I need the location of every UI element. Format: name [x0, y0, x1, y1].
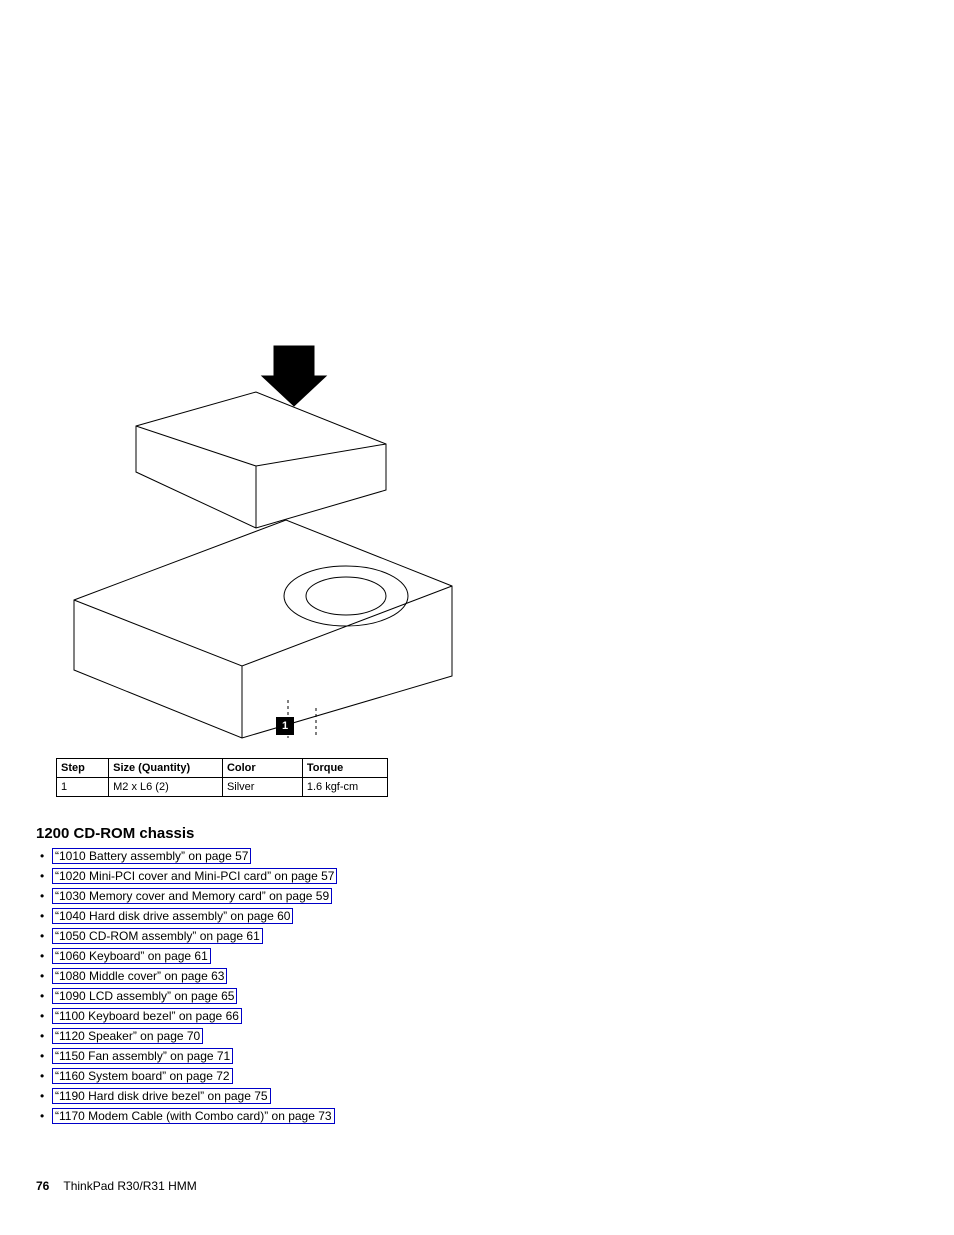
list-item: “1100 Keyboard bezel” on page 66: [36, 1006, 894, 1026]
list-item: “1050 CD-ROM assembly” on page 61: [36, 926, 894, 946]
list-item: “1170 Modem Cable (with Combo card)” on …: [36, 1106, 894, 1126]
section-heading: 1200 CD-ROM chassis: [36, 825, 894, 842]
assembly-diagram: 1: [56, 340, 456, 740]
list-item: “1150 Fan assembly” on page 71: [36, 1046, 894, 1066]
reference-list: “1010 Battery assembly” on page 57 “1020…: [36, 846, 894, 1126]
td-step: 1: [57, 778, 109, 797]
th-torque: Torque: [302, 759, 387, 778]
diagram-container: 1 Step Size (Quantity) Color Torque 1 M2…: [56, 340, 456, 797]
list-item: “1090 LCD assembly” on page 65: [36, 986, 894, 1006]
xref-link[interactable]: “1080 Middle cover” on page 63: [52, 968, 227, 984]
list-item: “1080 Middle cover” on page 63: [36, 966, 894, 986]
list-item: “1160 System board” on page 72: [36, 1066, 894, 1086]
xref-link[interactable]: “1010 Battery assembly” on page 57: [52, 848, 251, 864]
page-number: 76: [36, 1179, 49, 1193]
xref-link[interactable]: “1090 LCD assembly” on page 65: [52, 988, 237, 1004]
xref-link[interactable]: “1030 Memory cover and Memory card” on p…: [52, 888, 332, 904]
xref-link[interactable]: “1120 Speaker” on page 70: [52, 1028, 203, 1044]
list-item: “1030 Memory cover and Memory card” on p…: [36, 886, 894, 906]
xref-link[interactable]: “1020 Mini-PCI cover and Mini-PCI card” …: [52, 868, 337, 884]
page-footer: 76 ThinkPad R30/R31 HMM: [36, 1179, 197, 1193]
td-torque: 1.6 kgf-cm: [302, 778, 387, 797]
td-color: Silver: [222, 778, 302, 797]
table-row: 1 M2 x L6 (2) Silver 1.6 kgf-cm: [57, 778, 388, 797]
list-item: “1120 Speaker” on page 70: [36, 1026, 894, 1046]
xref-link[interactable]: “1040 Hard disk drive assembly” on page …: [52, 908, 293, 924]
xref-link[interactable]: “1100 Keyboard bezel” on page 66: [52, 1008, 242, 1024]
callout-1: 1: [276, 717, 294, 735]
list-item: “1060 Keyboard” on page 61: [36, 946, 894, 966]
xref-link[interactable]: “1170 Modem Cable (with Combo card)” on …: [52, 1108, 335, 1124]
page: 1 Step Size (Quantity) Color Torque 1 M2…: [0, 0, 954, 1235]
xref-link[interactable]: “1160 System board” on page 72: [52, 1068, 233, 1084]
xref-link[interactable]: “1060 Keyboard” on page 61: [52, 948, 211, 964]
assembly-diagram-svg: [56, 340, 456, 740]
th-color: Color: [222, 759, 302, 778]
xref-link[interactable]: “1150 Fan assembly” on page 71: [52, 1048, 233, 1064]
th-step: Step: [57, 759, 109, 778]
list-item: “1020 Mini-PCI cover and Mini-PCI card” …: [36, 866, 894, 886]
td-size: M2 x L6 (2): [109, 778, 223, 797]
xref-link[interactable]: “1050 CD-ROM assembly” on page 61: [52, 928, 263, 944]
list-item: “1010 Battery assembly” on page 57: [36, 846, 894, 866]
list-item: “1190 Hard disk drive bezel” on page 75: [36, 1086, 894, 1106]
footer-title: ThinkPad R30/R31 HMM: [63, 1179, 196, 1193]
th-size: Size (Quantity): [109, 759, 223, 778]
spec-table: Step Size (Quantity) Color Torque 1 M2 x…: [56, 758, 388, 797]
xref-link[interactable]: “1190 Hard disk drive bezel” on page 75: [52, 1088, 271, 1104]
table-header-row: Step Size (Quantity) Color Torque: [57, 759, 388, 778]
list-item: “1040 Hard disk drive assembly” on page …: [36, 906, 894, 926]
